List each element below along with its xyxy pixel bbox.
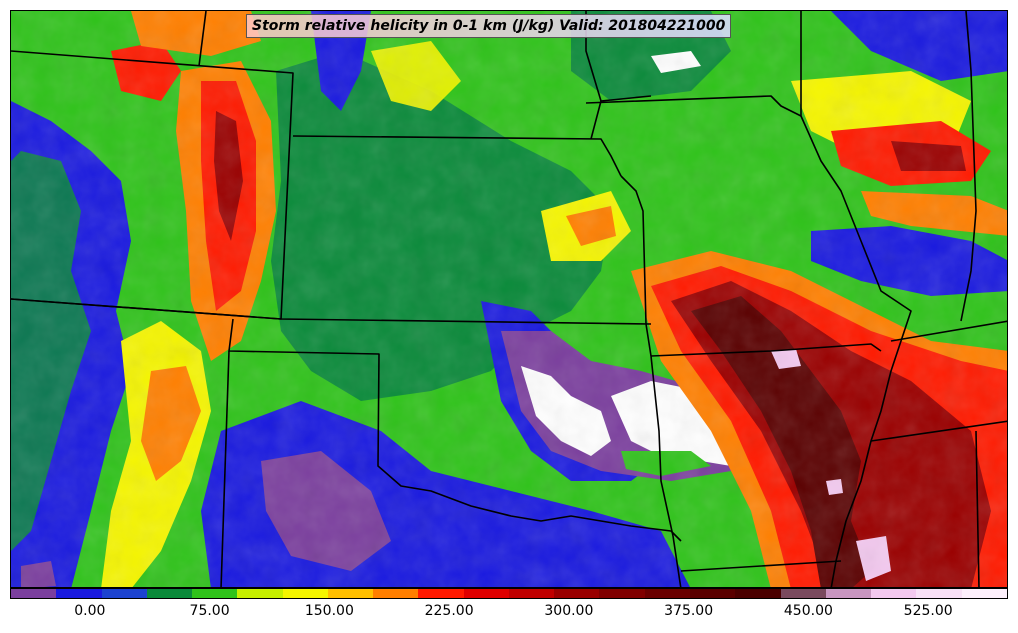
colorbar-segment <box>916 589 962 598</box>
colorbar-tick-label: 150.00 <box>304 603 354 619</box>
helicity-map <box>11 11 1007 587</box>
colorbar-tick-label: 225.00 <box>424 603 474 619</box>
colorbar-segment <box>418 589 464 598</box>
map-panel <box>10 10 1008 588</box>
colorbar-segment <box>146 589 193 598</box>
colorbar-segment <box>101 589 147 598</box>
colorbar-segment <box>780 589 826 598</box>
colorbar-segment <box>282 589 328 598</box>
colorbar-tick-label: 525.00 <box>903 603 953 619</box>
colorbar-segment <box>237 589 283 598</box>
state-boundaries <box>11 11 1007 587</box>
colorbar-tick-label: 375.00 <box>664 603 714 619</box>
colorbar-segment <box>554 589 600 598</box>
colorbar-tick-label: 75.00 <box>189 603 230 619</box>
colorbar-segment <box>735 589 781 598</box>
colorbar-segment <box>871 589 917 598</box>
colorbar-segment <box>327 589 374 598</box>
colorbar-segment <box>825 589 872 598</box>
colorbar-segment <box>11 589 57 598</box>
colorbar-segment <box>463 589 509 598</box>
colorbar <box>10 588 1008 599</box>
field-texture <box>11 11 1007 587</box>
colorbar-segment <box>961 589 1007 598</box>
colorbar-segment <box>644 589 690 598</box>
colorbar-segment <box>192 589 238 598</box>
colorbar-segment <box>373 589 419 598</box>
colorbar-tick-label: 0.00 <box>74 603 106 619</box>
colorbar-segment <box>689 589 736 598</box>
colorbar-tick-label: 450.00 <box>783 603 833 619</box>
colorbar-segment <box>56 589 102 598</box>
map-title: Storm relative helicity in 0-1 km (J/kg)… <box>246 14 732 38</box>
colorbar-tick-label: 300.00 <box>544 603 594 619</box>
colorbar-segment <box>508 589 555 598</box>
colorbar-segment <box>599 589 645 598</box>
